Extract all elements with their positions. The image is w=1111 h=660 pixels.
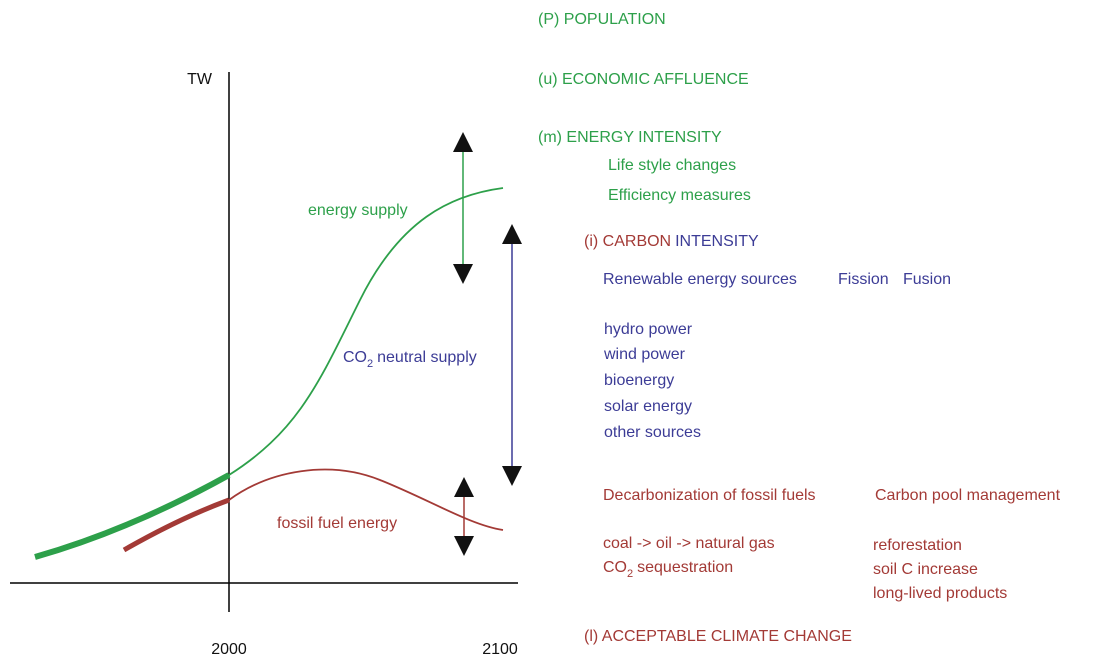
label-part: sequestration — [637, 559, 733, 576]
factor-item: Efficiency measures — [608, 187, 751, 204]
factor-item: reforestation — [873, 537, 962, 554]
x-axis-label: 2000 — [211, 641, 247, 658]
factor-item: hydro power — [604, 321, 693, 338]
subscript: 2 — [367, 358, 373, 370]
factor-item: other sources — [604, 424, 701, 441]
factor: (P) POPULATION — [538, 11, 666, 28]
factor-item: long-lived products — [873, 585, 1007, 602]
label-part: CO — [343, 349, 367, 366]
arrowhead — [453, 264, 473, 284]
factor: (m) ENERGY INTENSITY — [538, 129, 722, 146]
factor-item: wind power — [603, 346, 686, 363]
factor-item: Carbon pool management — [875, 487, 1061, 504]
y-axis-label: TW — [187, 71, 213, 88]
factor-item: Fission — [838, 271, 889, 288]
label-part: CO — [603, 559, 627, 576]
title-part: (i) CARBON — [584, 233, 671, 250]
factor-item: Decarbonization of fossil fuels — [603, 487, 816, 504]
arrowhead — [454, 477, 474, 497]
fossil-curve — [228, 468, 504, 531]
arrowhead — [502, 224, 522, 244]
curve-label: fossil fuel energy — [277, 515, 397, 532]
arrowhead — [453, 132, 473, 152]
x-axis-label: 2100 — [482, 641, 518, 658]
factor-item: Fusion — [903, 271, 951, 288]
curve-label: CO2 neutral supply — [343, 349, 477, 370]
factor-item: bioenergy — [604, 372, 674, 389]
energy-curve-past — [34, 472, 231, 560]
energy-curve — [228, 187, 504, 476]
arrowhead — [502, 466, 522, 486]
subscript: 2 — [627, 568, 633, 580]
factor-item: Life style changes — [608, 157, 736, 174]
factor-item: soil C increase — [873, 561, 978, 578]
arrowhead — [454, 536, 474, 556]
factor-item: CO2 sequestration — [603, 559, 733, 580]
label-part: neutral supply — [377, 349, 477, 366]
curve-label: energy supply — [308, 202, 408, 219]
factor: (i) CARBON INTENSITY — [584, 233, 759, 250]
factor-item: Renewable energy sources — [603, 271, 797, 288]
factor: (u) ECONOMIC AFFLUENCE — [538, 71, 749, 88]
factor: (l) ACCEPTABLE CLIMATE CHANGE — [584, 628, 852, 645]
factor-item: solar energy — [604, 398, 692, 415]
title-part: INTENSITY — [675, 233, 759, 250]
fossil-curve-past — [122, 497, 230, 553]
factor-item: coal -> oil -> natural gas — [603, 535, 775, 552]
